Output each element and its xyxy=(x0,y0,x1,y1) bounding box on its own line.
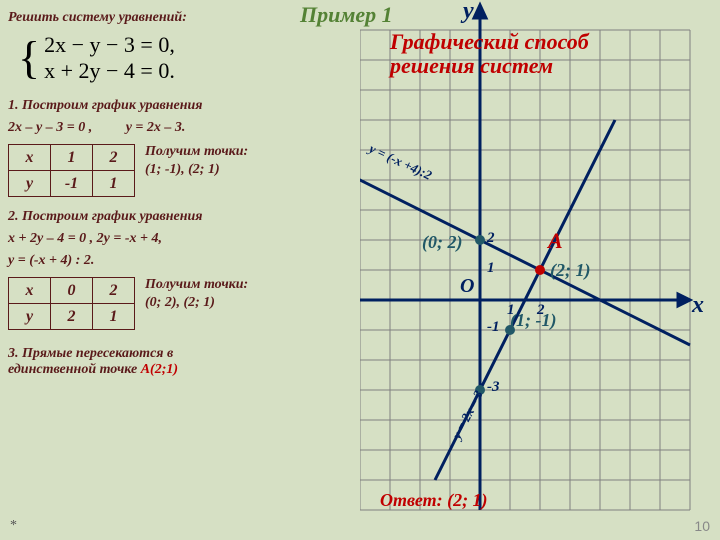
t1-x-1: 1 xyxy=(51,145,93,171)
point-A-label: А xyxy=(548,228,563,254)
main-title: Графический способ решения систем xyxy=(390,30,589,78)
x-axis-label: x xyxy=(692,292,704,319)
t2-y-2: 1 xyxy=(93,304,135,330)
t2-x-1: 0 xyxy=(51,278,93,304)
table1-row: x 1 2 y -1 1 Получим точки: (1; -1), (2;… xyxy=(8,138,352,203)
coord-02: (0; 2) xyxy=(422,232,462,253)
graph-svg xyxy=(360,0,720,540)
getpoints-1: Получим точки: (1; -1), (2; 1) xyxy=(145,144,248,178)
origin-label: О xyxy=(460,275,474,298)
left-panel: Решить систему уравнений: { 2x − y − 3 =… xyxy=(0,0,360,540)
point-02 xyxy=(475,235,485,245)
table-1: x 1 2 y -1 1 xyxy=(8,144,135,197)
tick-yn1: -1 xyxy=(487,319,500,336)
intersection-point: А(2;1) xyxy=(141,362,178,377)
tick-y2: 2 xyxy=(487,230,495,247)
t2-y-label: y xyxy=(9,304,51,330)
step2-line2: x + 2y – 4 = 0 , 2y = -x + 4, xyxy=(8,231,352,247)
step2-line3: y = (-x + 4) : 2. xyxy=(8,253,352,269)
step1-line1: 1. Построим график уравнения xyxy=(8,98,352,114)
step3: 3. Прямые пересекаются в единственной то… xyxy=(8,346,352,378)
y-axis-label: y xyxy=(463,0,474,25)
answer-text: Ответ: (2; 1) xyxy=(380,490,488,511)
coord-21: (2; 1) xyxy=(550,260,590,281)
t1-y-1: -1 xyxy=(51,171,93,197)
t1-y-label: y xyxy=(9,171,51,197)
t1-y-2: 1 xyxy=(93,171,135,197)
tick-y1: 1 xyxy=(487,260,495,277)
step1-line2: 2x – y – 3 = 0 , y = 2x – 3. xyxy=(8,120,352,136)
coord-1n1: (1; -1) xyxy=(510,310,556,331)
point-21 xyxy=(535,265,545,275)
table2-row: x 0 2 y 2 1 Получим точки: (0; 2), (2; 1… xyxy=(8,271,352,336)
table-2: x 0 2 y 2 1 xyxy=(8,277,135,330)
axes xyxy=(360,5,690,510)
step2-line1: 2. Построим график уравнения xyxy=(8,209,352,225)
tick-yn3: -3 xyxy=(487,379,500,396)
system-equations: { 2x − y − 3 = 0, x + 2y − 4 = 0. xyxy=(18,32,352,84)
footnote-asterisk: * xyxy=(10,518,17,534)
right-panel: Пример 1 Графический способ решения сист… xyxy=(360,0,720,540)
grid-lines xyxy=(360,30,690,510)
t2-x-2: 2 xyxy=(93,278,135,304)
getpoints-2: Получим точки: (0; 2), (2; 1) xyxy=(145,277,248,311)
example-title: Пример 1 xyxy=(300,2,393,28)
t1-x-label: x xyxy=(9,145,51,171)
brace: { xyxy=(18,35,40,81)
t2-x-label: x xyxy=(9,278,51,304)
t1-x-2: 2 xyxy=(93,145,135,171)
t2-y-1: 2 xyxy=(51,304,93,330)
equation-1: 2x − y − 3 = 0, xyxy=(44,32,175,58)
equation-2: x + 2y − 4 = 0. xyxy=(44,58,175,84)
page-number: 10 xyxy=(694,518,710,534)
